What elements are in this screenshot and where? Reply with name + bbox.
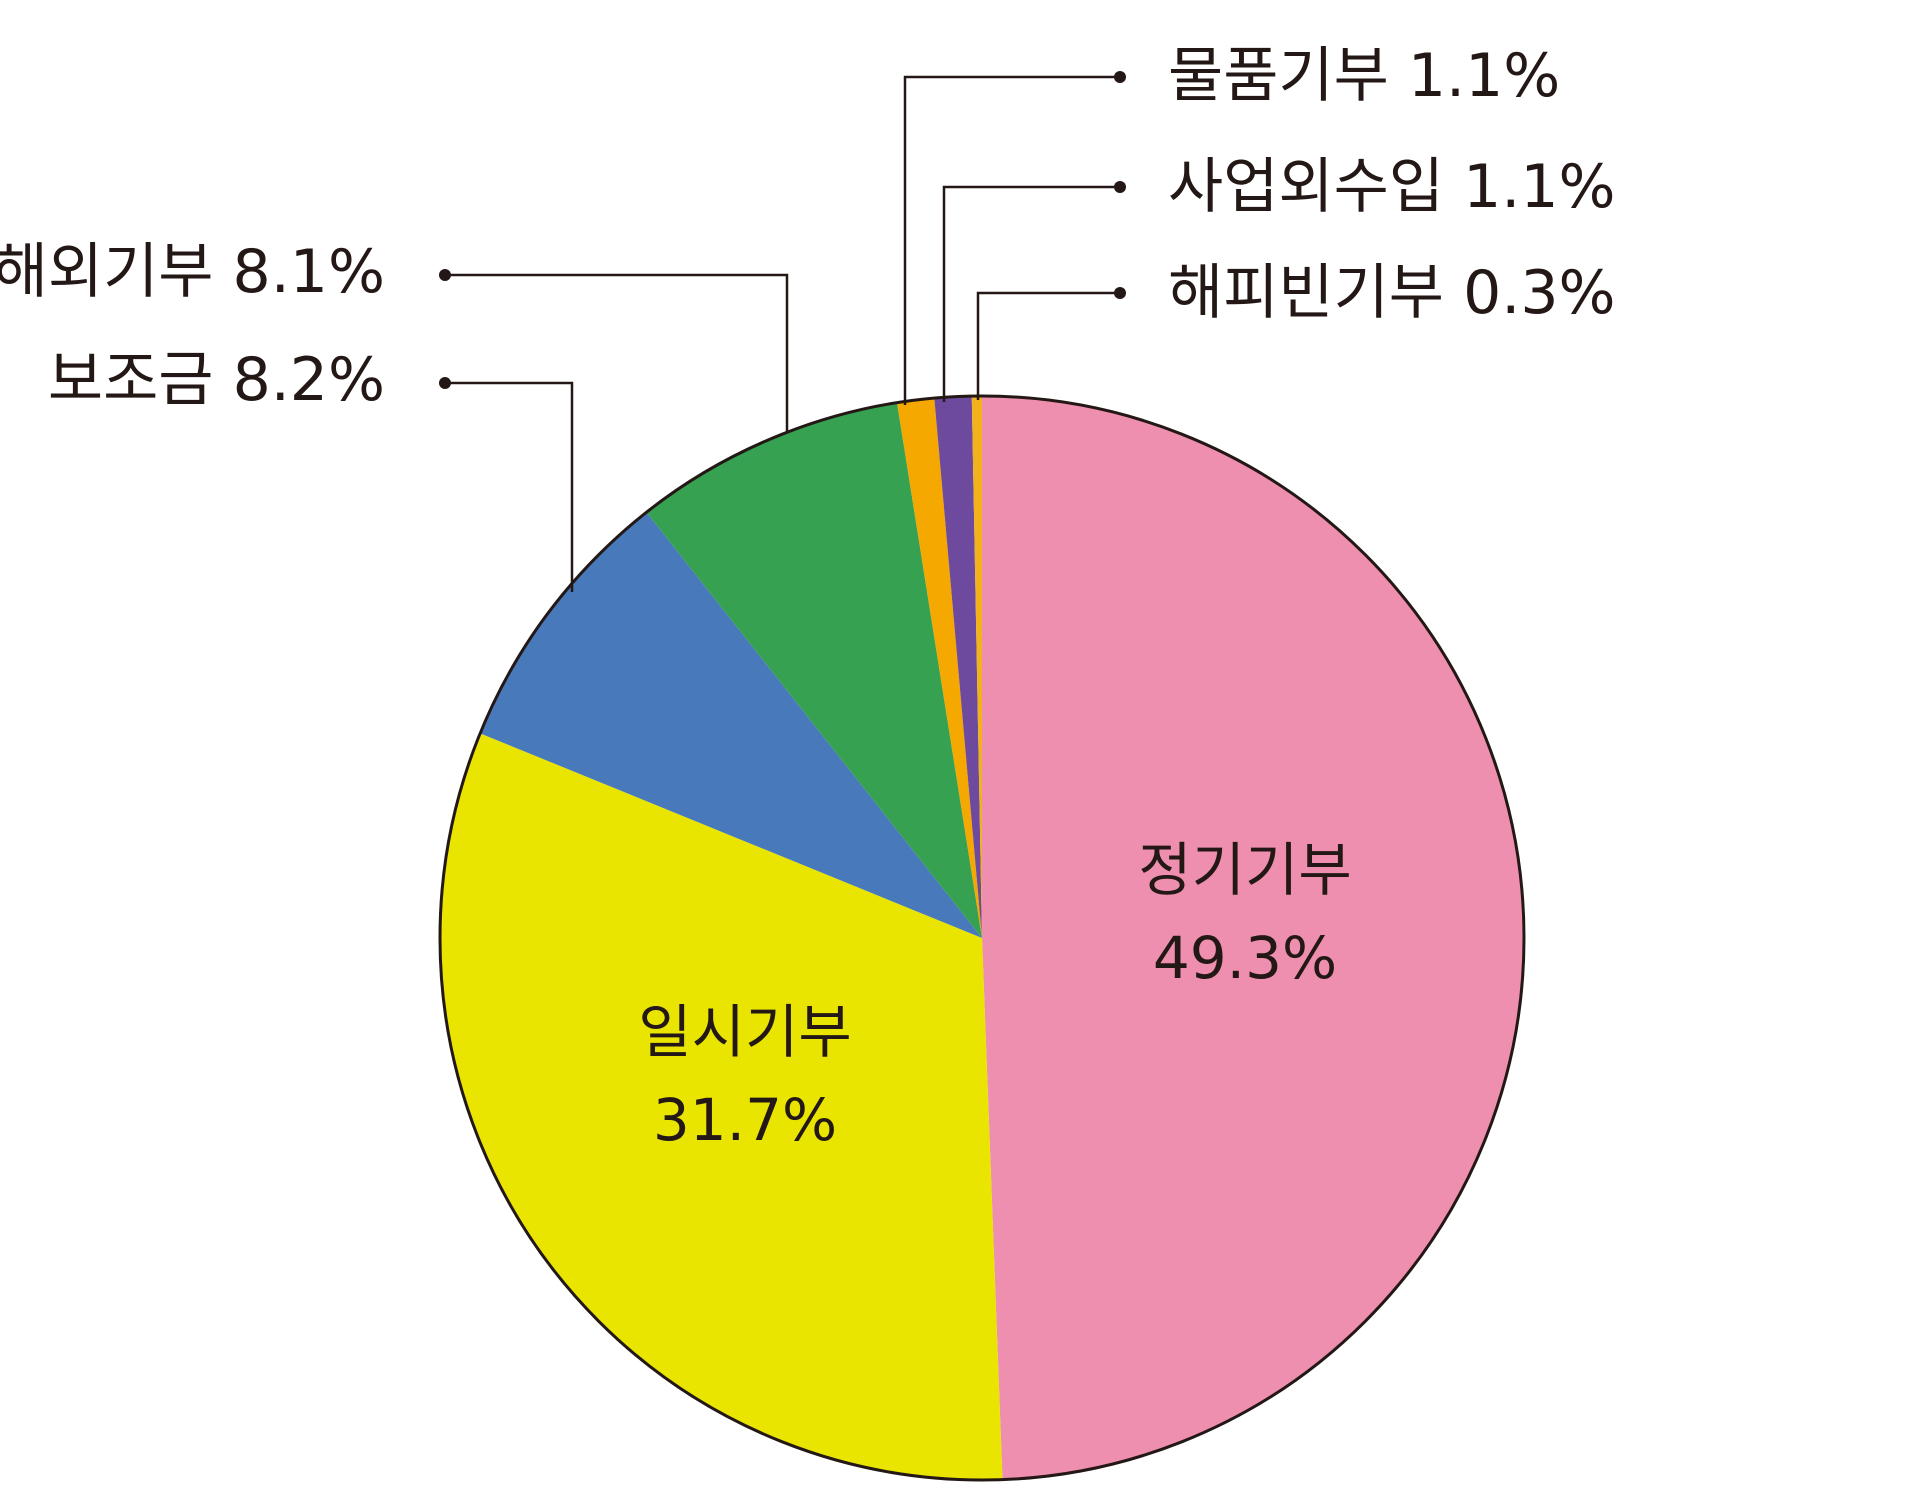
slice-value-2: 31.7%: [653, 1086, 837, 1154]
pie-outline: [438, 394, 1526, 1482]
slice-labels: 정기기부 49.3% 일시기부 31.7% 보조금 8.2% 해외기부 8.1% 물품기부 …: [0, 41, 1616, 1154]
pie-slices: [439, 396, 1525, 1481]
callout-leader-lines: [439, 71, 1126, 592]
leader-dot-6: [1114, 181, 1126, 193]
slice-label-2: 일시기부 31.7%: [638, 998, 851, 1154]
slice-label-1: 정기기부 49.3%: [1138, 836, 1351, 992]
pie-slice-5: [897, 398, 982, 938]
slice-label-7: 해피빈기부 0.3%: [1168, 258, 1616, 328]
leader-dot-7: [1114, 287, 1126, 299]
pie-slice-6: [934, 396, 982, 938]
pie-slice-7: [971, 396, 982, 938]
leader-line-6: [942, 185, 1120, 402]
slice-label-3: 보조금 8.2%: [48, 345, 385, 415]
slice-label-4: 해외기부 8.1%: [0, 237, 385, 307]
slice-label-6: 사업외수입 1.1%: [1168, 152, 1616, 222]
slice-value-1: 49.3%: [1153, 924, 1337, 992]
pie-slice-3: [480, 512, 982, 938]
pie-slice-2: [439, 733, 1003, 1481]
leader-dot-3: [439, 377, 451, 389]
leader-line-5: [903, 75, 1120, 405]
leader-dot-5: [1114, 71, 1126, 83]
pie-slice-4: [646, 402, 982, 938]
slice-name-1: 정기기부: [1138, 836, 1351, 904]
leader-dot-4: [439, 269, 451, 281]
leader-line-3: [445, 381, 574, 592]
slice-name-2: 일시기부: [638, 998, 851, 1066]
slice-label-5: 물품기부 1.1%: [1168, 41, 1560, 111]
pie-slice-1: [982, 396, 1525, 1480]
leader-line-7: [976, 291, 1120, 400]
leader-line-4: [445, 273, 789, 432]
